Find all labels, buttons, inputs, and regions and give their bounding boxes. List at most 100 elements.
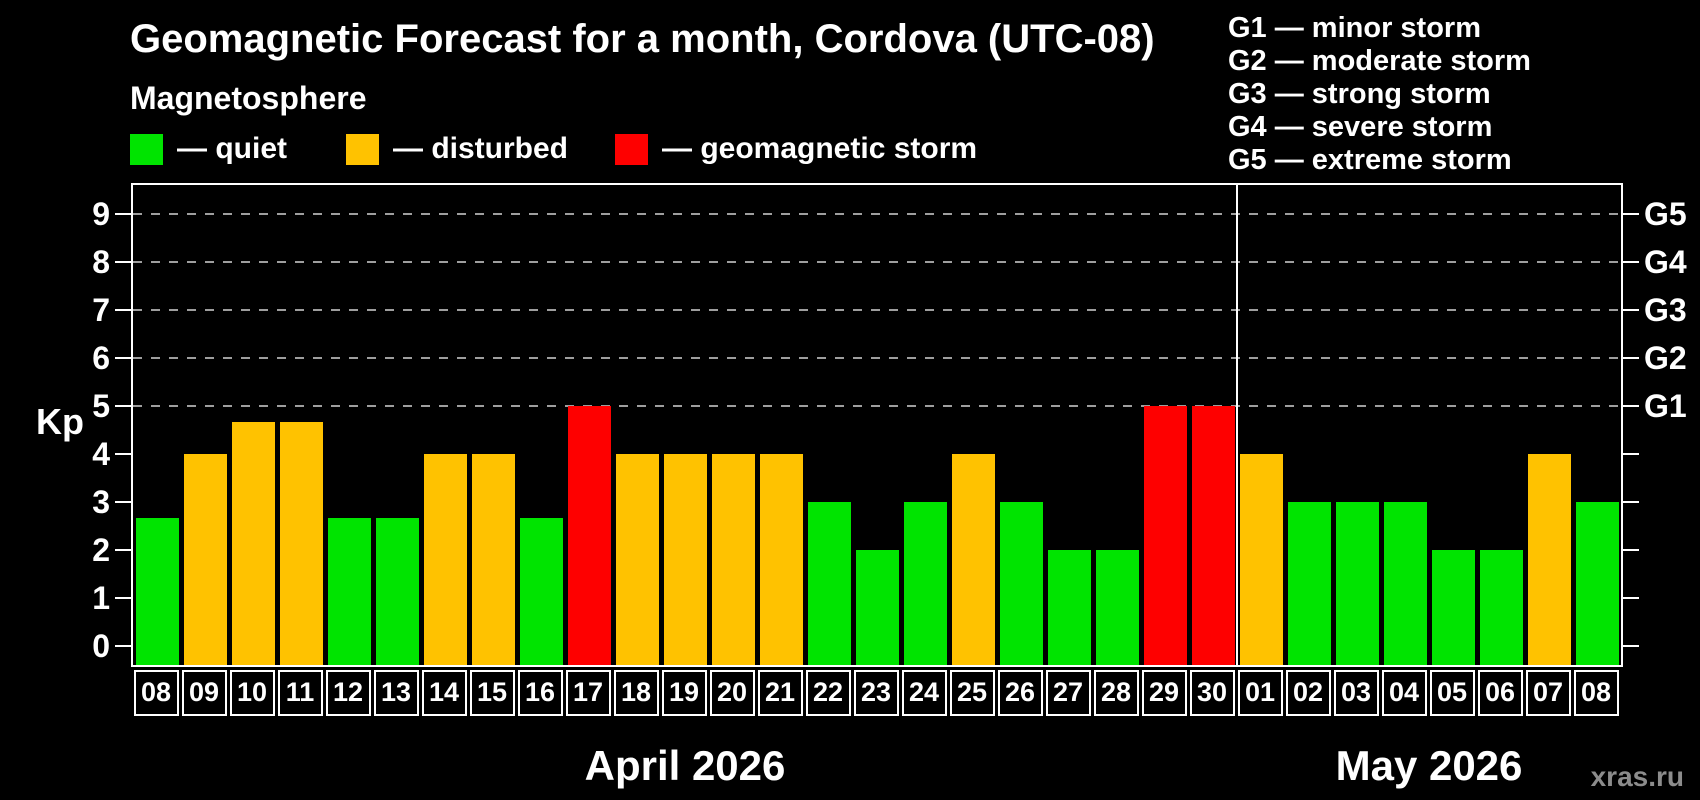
month-label-1: May 2026 — [1335, 742, 1523, 789]
tick-right-0 — [1623, 644, 1639, 647]
day-label-april-25: 25 — [949, 670, 995, 716]
y-tick-label-4: 4 — [92, 435, 110, 472]
bar-april-15 — [471, 453, 515, 665]
bar-april-27 — [1047, 549, 1091, 665]
y-tick-label-9: 9 — [92, 195, 110, 232]
g-scale-legend: G1 — minor storm G2 — moderate storm G3 … — [1228, 12, 1531, 177]
bar-april-10 — [231, 421, 275, 665]
bar-may-02 — [1287, 501, 1331, 665]
tick-right-7 — [1623, 308, 1639, 311]
g-legend-line-g5: G5 — extreme storm — [1228, 144, 1512, 176]
g-legend-line-g2: G2 — moderate storm — [1228, 45, 1531, 77]
bar-april-21 — [759, 453, 803, 665]
bar-april-19 — [663, 453, 707, 665]
legend-label-quiet: — quiet — [177, 132, 287, 165]
bar-april-23 — [855, 549, 899, 665]
y-tick-label-3: 3 — [92, 483, 110, 520]
tick-left-1 — [115, 596, 131, 599]
bar-april-11 — [279, 421, 323, 665]
bar-april-12 — [327, 517, 371, 665]
day-label-april-18: 18 — [613, 670, 659, 716]
bar-april-18 — [615, 453, 659, 665]
day-label-april-16: 16 — [517, 670, 563, 716]
watermark: xras.ru — [1590, 761, 1684, 792]
g-legend-line-g1: G1 — minor storm — [1228, 12, 1481, 44]
day-label-april-10: 10 — [229, 670, 275, 716]
tick-left-5 — [115, 404, 131, 407]
tick-left-2 — [115, 548, 131, 551]
day-label-april-08: 08 — [133, 670, 179, 716]
tick-right-6 — [1623, 356, 1639, 359]
tick-right-8 — [1623, 260, 1639, 263]
plot-frame — [131, 183, 1623, 667]
day-label-april-15: 15 — [469, 670, 515, 716]
tick-right-4 — [1623, 452, 1639, 455]
day-label-april-27: 27 — [1045, 670, 1091, 716]
bar-april-30 — [1191, 405, 1235, 665]
bar-april-13 — [375, 517, 419, 665]
y-tick-label-6: 6 — [92, 339, 110, 376]
bar-april-14 — [423, 453, 467, 665]
legend-label-storm: — geomagnetic storm — [662, 132, 978, 165]
g-legend-line-g3: G3 — strong storm — [1228, 78, 1491, 110]
tick-left-6 — [115, 356, 131, 359]
y-tick-label-0: 0 — [92, 627, 110, 664]
y-tick-label-5: 5 — [92, 387, 110, 424]
right-axis-label-g4: G4 — [1644, 243, 1687, 280]
day-label-may-05: 05 — [1429, 670, 1475, 716]
legend-item-quiet: — quiet — [130, 133, 287, 165]
legend-label-disturbed: — disturbed — [393, 132, 569, 165]
day-label-april-23: 23 — [853, 670, 899, 716]
day-label-april-30: 30 — [1189, 670, 1235, 716]
y-axis-title: Kp — [36, 401, 84, 442]
right-axis-label-g5: G5 — [1644, 195, 1687, 232]
tick-left-3 — [115, 500, 131, 503]
bar-april-22 — [807, 501, 851, 665]
y-tick-label-1: 1 — [92, 579, 110, 616]
legend-item-storm: — geomagnetic storm — [615, 133, 977, 165]
page-title: Geomagnetic Forecast for a month, Cordov… — [130, 17, 1155, 61]
plot-area — [133, 185, 1621, 665]
storm-swatch-icon — [615, 133, 648, 165]
bar-april-24 — [903, 501, 947, 665]
day-label-may-02: 02 — [1285, 670, 1331, 716]
gridline-kp9 — [133, 212, 1621, 215]
day-label-april-14: 14 — [421, 670, 467, 716]
day-label-may-06: 06 — [1477, 670, 1523, 716]
bar-april-25 — [951, 453, 995, 665]
tick-left-7 — [115, 308, 131, 311]
day-label-april-22: 22 — [805, 670, 851, 716]
day-label-may-03: 03 — [1333, 670, 1379, 716]
g-legend-line-g4: G4 — severe storm — [1228, 111, 1493, 143]
tick-right-9 — [1623, 212, 1639, 215]
right-axis-label-g3: G3 — [1644, 291, 1687, 328]
quiet-swatch-icon — [130, 133, 163, 165]
day-label-april-19: 19 — [661, 670, 707, 716]
bar-may-04 — [1383, 501, 1427, 665]
bar-may-07 — [1527, 453, 1571, 665]
bar-april-26 — [999, 501, 1043, 665]
gridline-kp5 — [133, 404, 1621, 407]
day-label-april-11: 11 — [277, 670, 323, 716]
day-label-may-01: 01 — [1237, 670, 1283, 716]
bar-april-20 — [711, 453, 755, 665]
bar-may-06 — [1479, 549, 1523, 665]
tick-left-4 — [115, 452, 131, 455]
day-label-april-21: 21 — [757, 670, 803, 716]
y-tick-label-2: 2 — [92, 531, 110, 568]
legend-item-disturbed: — disturbed — [346, 133, 568, 165]
bar-april-16 — [519, 517, 563, 665]
day-label-may-07: 07 — [1525, 670, 1571, 716]
legend-title: Magnetosphere — [130, 80, 367, 116]
tick-left-0 — [115, 644, 131, 647]
right-axis-label-g1: G1 — [1644, 387, 1687, 424]
day-label-april-24: 24 — [901, 670, 947, 716]
y-tick-label-8: 8 — [92, 243, 110, 280]
day-label-april-17: 17 — [565, 670, 611, 716]
bar-april-08 — [135, 517, 179, 665]
tick-right-1 — [1623, 596, 1639, 599]
bar-may-05 — [1431, 549, 1475, 665]
day-label-april-20: 20 — [709, 670, 755, 716]
bar-april-17 — [567, 405, 611, 665]
